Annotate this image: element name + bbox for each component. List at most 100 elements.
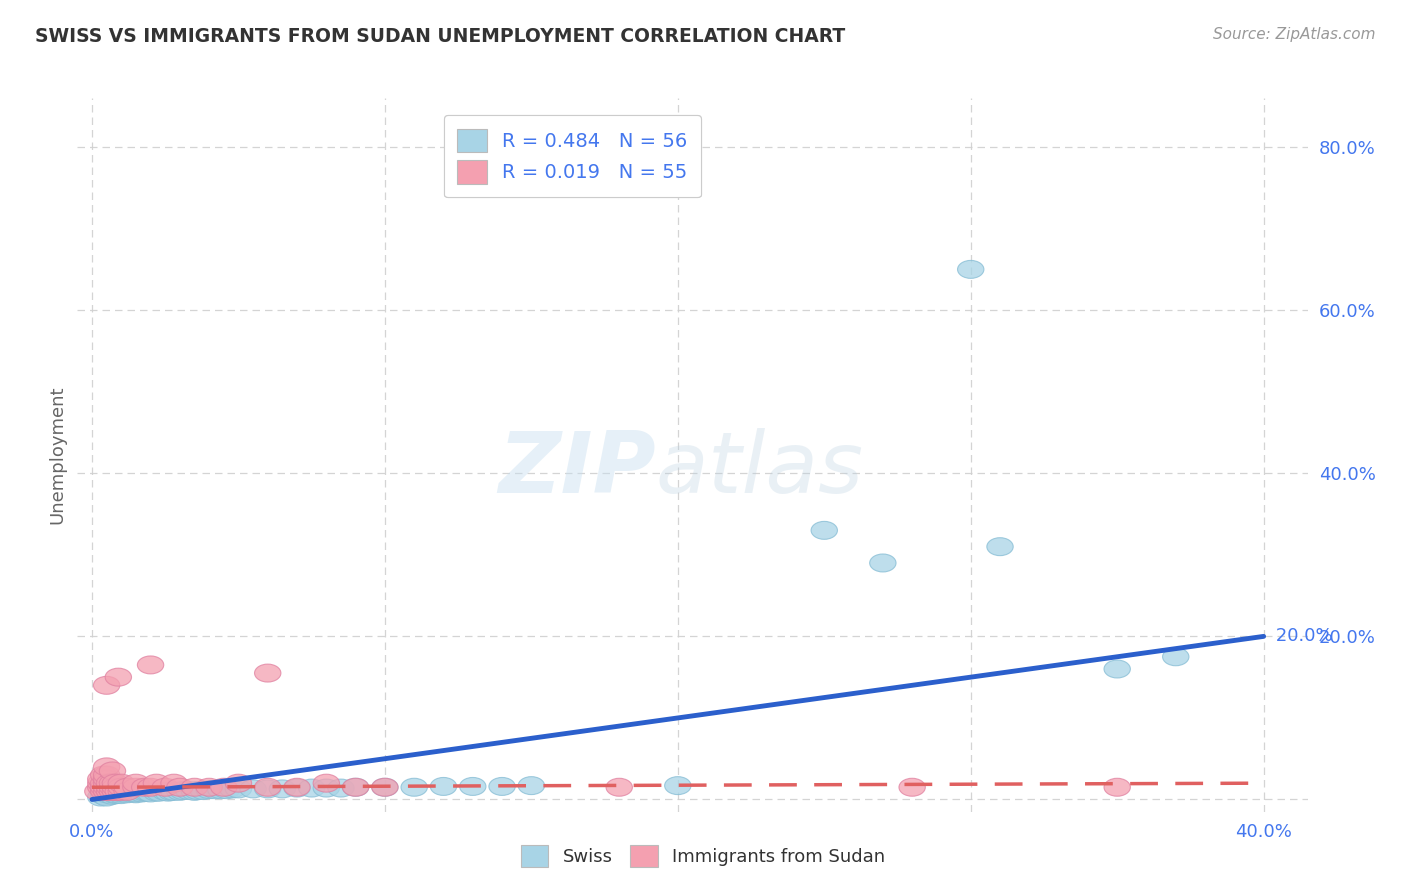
Ellipse shape: [208, 780, 233, 798]
Ellipse shape: [100, 782, 125, 800]
Ellipse shape: [128, 784, 155, 802]
Ellipse shape: [135, 783, 160, 801]
Ellipse shape: [108, 782, 135, 800]
Ellipse shape: [90, 782, 117, 800]
Ellipse shape: [93, 779, 120, 797]
Ellipse shape: [105, 668, 132, 686]
Ellipse shape: [114, 782, 141, 800]
Ellipse shape: [97, 782, 122, 800]
Ellipse shape: [225, 780, 252, 797]
Ellipse shape: [606, 779, 633, 797]
Ellipse shape: [181, 779, 208, 797]
Ellipse shape: [93, 676, 120, 694]
Ellipse shape: [93, 785, 120, 803]
Ellipse shape: [811, 522, 838, 540]
Ellipse shape: [460, 778, 486, 796]
Ellipse shape: [114, 779, 141, 797]
Ellipse shape: [225, 774, 252, 792]
Ellipse shape: [114, 785, 141, 803]
Ellipse shape: [103, 786, 128, 804]
Ellipse shape: [1104, 660, 1130, 678]
Ellipse shape: [103, 782, 128, 800]
Ellipse shape: [87, 788, 114, 806]
Ellipse shape: [167, 779, 193, 797]
Ellipse shape: [103, 779, 128, 797]
Ellipse shape: [93, 788, 120, 806]
Ellipse shape: [489, 778, 515, 796]
Ellipse shape: [430, 778, 457, 796]
Ellipse shape: [219, 780, 246, 797]
Ellipse shape: [100, 762, 125, 780]
Ellipse shape: [103, 785, 128, 803]
Ellipse shape: [371, 779, 398, 797]
Ellipse shape: [519, 777, 544, 795]
Ellipse shape: [898, 779, 925, 797]
Ellipse shape: [155, 783, 181, 801]
Ellipse shape: [957, 260, 984, 278]
Ellipse shape: [90, 766, 117, 784]
Ellipse shape: [195, 780, 222, 798]
Ellipse shape: [100, 774, 125, 792]
Ellipse shape: [298, 779, 325, 797]
Ellipse shape: [987, 538, 1014, 556]
Ellipse shape: [1104, 779, 1130, 797]
Ellipse shape: [214, 780, 240, 798]
Ellipse shape: [122, 785, 149, 803]
Ellipse shape: [240, 780, 266, 797]
Ellipse shape: [108, 779, 135, 797]
Text: SWISS VS IMMIGRANTS FROM SUDAN UNEMPLOYMENT CORRELATION CHART: SWISS VS IMMIGRANTS FROM SUDAN UNEMPLOYM…: [35, 27, 845, 45]
Ellipse shape: [160, 782, 187, 800]
Ellipse shape: [152, 779, 179, 797]
Ellipse shape: [97, 774, 122, 792]
Ellipse shape: [138, 779, 163, 797]
Ellipse shape: [93, 766, 120, 784]
Text: atlas: atlas: [655, 427, 863, 511]
Ellipse shape: [157, 782, 184, 800]
Ellipse shape: [138, 656, 163, 673]
Ellipse shape: [105, 782, 132, 800]
Ellipse shape: [132, 783, 157, 801]
Ellipse shape: [184, 781, 211, 799]
Ellipse shape: [181, 782, 208, 800]
Ellipse shape: [328, 779, 354, 797]
Ellipse shape: [87, 770, 114, 788]
Ellipse shape: [202, 780, 228, 798]
Text: ZIP: ZIP: [498, 427, 655, 511]
Ellipse shape: [100, 779, 125, 797]
Ellipse shape: [122, 774, 149, 792]
Ellipse shape: [138, 784, 163, 802]
Ellipse shape: [152, 782, 179, 800]
Ellipse shape: [176, 781, 202, 799]
Ellipse shape: [97, 779, 122, 797]
Ellipse shape: [103, 774, 128, 792]
Ellipse shape: [146, 783, 173, 801]
Ellipse shape: [90, 779, 117, 797]
Ellipse shape: [93, 758, 120, 776]
Legend: Swiss, Immigrants from Sudan: Swiss, Immigrants from Sudan: [513, 838, 893, 874]
Ellipse shape: [254, 780, 281, 797]
Y-axis label: Unemployment: Unemployment: [48, 385, 66, 524]
Ellipse shape: [401, 779, 427, 797]
Ellipse shape: [90, 774, 117, 792]
Ellipse shape: [93, 770, 120, 788]
Ellipse shape: [371, 779, 398, 797]
Ellipse shape: [269, 780, 295, 797]
Ellipse shape: [1163, 648, 1189, 665]
Ellipse shape: [343, 779, 368, 797]
Ellipse shape: [314, 779, 339, 797]
Ellipse shape: [122, 779, 149, 797]
Ellipse shape: [170, 781, 195, 799]
Text: Source: ZipAtlas.com: Source: ZipAtlas.com: [1212, 27, 1375, 42]
Ellipse shape: [93, 774, 120, 792]
Ellipse shape: [284, 779, 311, 797]
Ellipse shape: [665, 777, 690, 795]
Ellipse shape: [108, 786, 135, 804]
Ellipse shape: [190, 781, 217, 799]
Ellipse shape: [167, 782, 193, 800]
Ellipse shape: [195, 779, 222, 797]
Ellipse shape: [314, 774, 339, 792]
Ellipse shape: [87, 779, 114, 797]
Ellipse shape: [160, 774, 187, 792]
Legend: R = 0.484   N = 56, R = 0.019   N = 55: R = 0.484 N = 56, R = 0.019 N = 55: [444, 115, 702, 197]
Ellipse shape: [343, 779, 368, 797]
